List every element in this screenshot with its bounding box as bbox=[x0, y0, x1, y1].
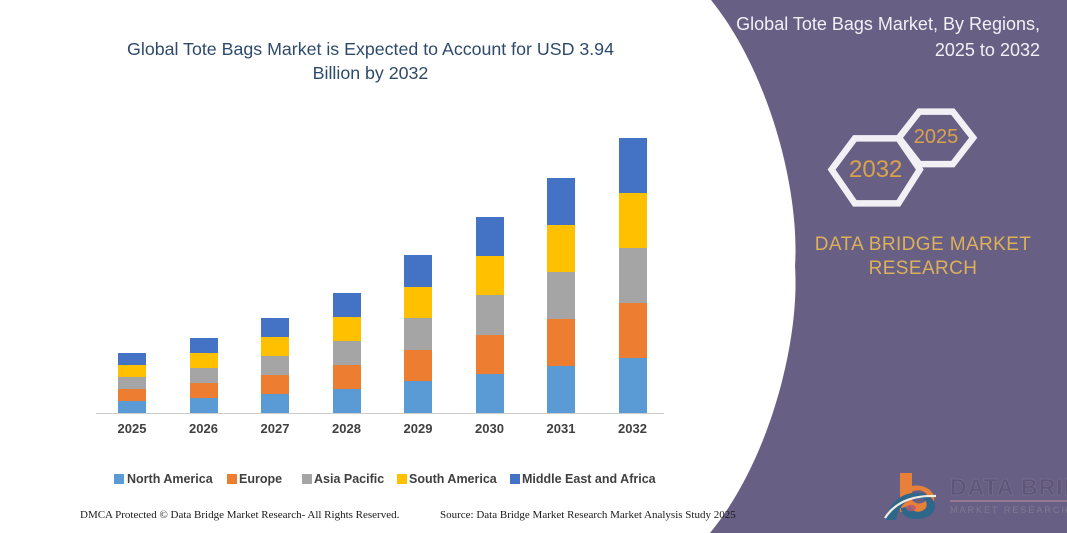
svg-text:DATA BRIDGE: DATA BRIDGE bbox=[950, 474, 1067, 500]
svg-text:2032: 2032 bbox=[849, 156, 902, 183]
svg-text:2025: 2025 bbox=[914, 126, 959, 148]
svg-text:MARKET RESEARCH: MARKET RESEARCH bbox=[950, 505, 1067, 515]
